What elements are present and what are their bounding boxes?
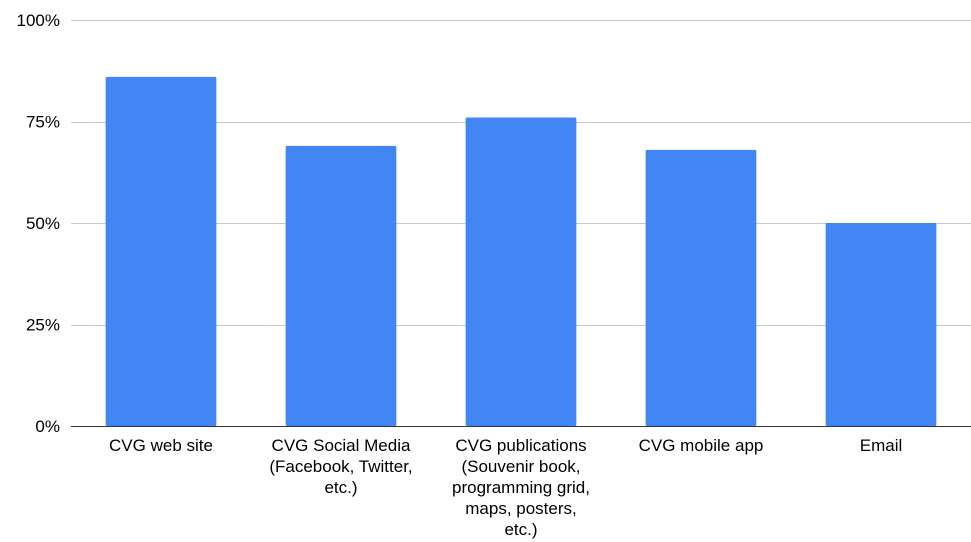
y-axis-tick-labels: 0% 25% 50% 75% 100% bbox=[17, 11, 60, 436]
y-tick-label: 0% bbox=[35, 417, 60, 436]
bar bbox=[645, 149, 757, 427]
y-tick-label: 100% bbox=[17, 11, 60, 30]
y-tick-label: 25% bbox=[26, 316, 60, 335]
x-category-label-line: (Souvenir book, bbox=[461, 457, 580, 476]
x-category-label: CVG Social Media (Facebook, Twitter, etc.) bbox=[269, 436, 412, 497]
x-category-label-line: programming grid, bbox=[452, 478, 590, 497]
bar bbox=[285, 145, 397, 427]
bar bbox=[105, 76, 217, 426]
x-category-label-line: Email bbox=[860, 436, 903, 455]
bar bbox=[465, 117, 577, 426]
x-category-label-line: (Facebook, Twitter, bbox=[269, 457, 412, 476]
x-category-label: CVG publications (Souvenir book, programmi… bbox=[452, 436, 590, 539]
x-category-label-line: CVG Social Media bbox=[272, 436, 411, 455]
x-category-label-line: CVG publications bbox=[455, 436, 586, 455]
x-category-label: CVG mobile app bbox=[639, 436, 764, 455]
x-category-label-line: maps, posters, bbox=[465, 499, 577, 518]
x-category-label: CVG web site bbox=[109, 436, 213, 455]
x-category-label-line: etc.) bbox=[504, 520, 537, 539]
bar bbox=[825, 223, 937, 426]
bars bbox=[105, 76, 937, 427]
x-axis-category-labels: CVG web site CVG Social Media (Facebook, T… bbox=[109, 436, 902, 539]
x-category-label-line: CVG web site bbox=[109, 436, 213, 455]
y-tick-label: 75% bbox=[26, 113, 60, 132]
x-category-label-line: CVG mobile app bbox=[639, 436, 764, 455]
x-category-label: Email bbox=[860, 436, 903, 455]
y-tick-label: 50% bbox=[26, 214, 60, 233]
x-category-label-line: etc.) bbox=[324, 478, 357, 497]
